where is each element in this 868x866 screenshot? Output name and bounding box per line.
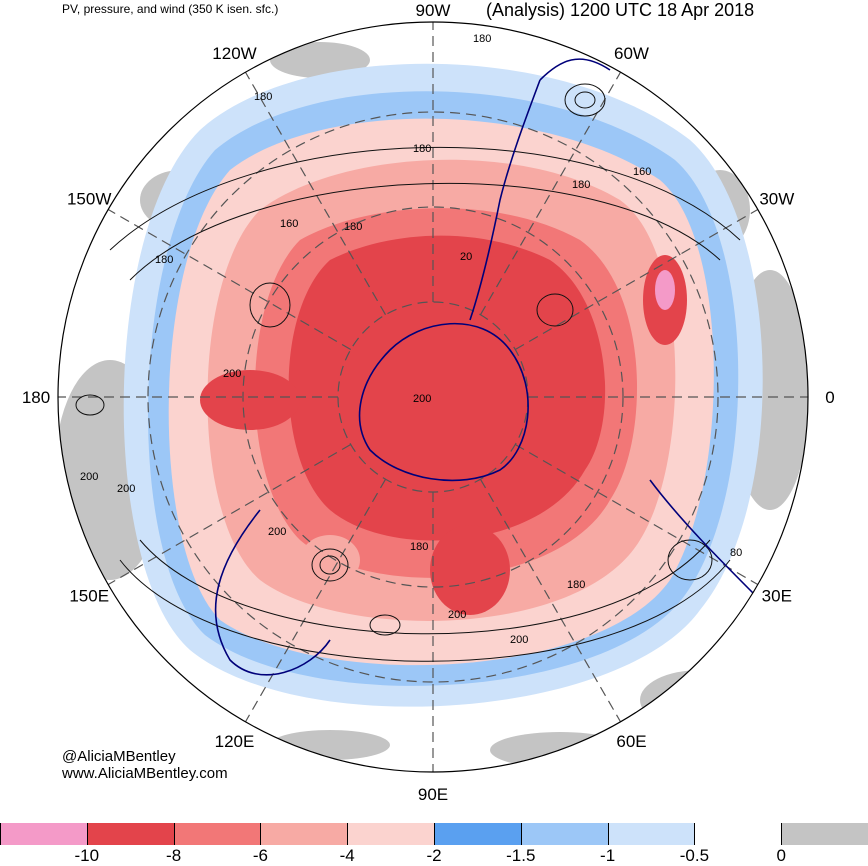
strong-red-core	[288, 235, 606, 541]
contour-label: 180	[155, 254, 173, 266]
contour-label: 180	[572, 179, 590, 191]
colorbar-tick-label: 0	[776, 846, 786, 865]
red-lobe-south	[430, 525, 510, 615]
map-border	[57, 21, 809, 773]
colorbar-tick-label: -6	[252, 846, 268, 865]
colorbar-tick-label: -10	[74, 846, 100, 865]
author-handle: @AliciaMBentley	[62, 748, 176, 765]
contour-label: 200	[413, 393, 431, 405]
contour-label: 20	[460, 251, 472, 263]
red-lobe-west	[200, 370, 300, 430]
colorbar-segment	[0, 823, 87, 845]
longitude-label: 60W	[614, 44, 649, 63]
contour-labels: 180 160 180 180 160 180 20 180 200 200 2…	[80, 33, 742, 646]
colorbar-tick-label: -0.5	[679, 846, 710, 865]
contour-label: 180	[254, 91, 272, 103]
longitude-label: 180	[22, 388, 50, 407]
colorbar-segment	[347, 823, 434, 845]
colorbar-segment	[520, 823, 608, 845]
colorbar-tick-label: -2	[426, 846, 442, 865]
longitude-label: 150W	[67, 190, 111, 209]
contour-label: 160	[633, 166, 651, 178]
colorbar-tick-label: -8	[166, 846, 182, 865]
light-red-lobe	[300, 535, 360, 585]
colorbar-segment	[434, 823, 521, 845]
contour-label: 180	[410, 541, 428, 553]
meridian-line	[107, 208, 352, 351]
colorbar-tick-label: -1	[600, 846, 616, 865]
contour-label: 200	[223, 368, 241, 380]
colorbar-segment	[260, 823, 348, 845]
contour-label: 200	[510, 634, 528, 646]
longitude-label: 30W	[759, 190, 794, 209]
meridian-line	[514, 208, 759, 351]
contour-label: 200	[80, 471, 98, 483]
longitude-label: 120W	[212, 44, 256, 63]
colorbar-tick-label: -1.5	[506, 846, 536, 865]
meridian-line	[107, 443, 352, 586]
colorbar-segment	[781, 823, 868, 845]
colorbar-tick-label: -4	[339, 846, 355, 865]
contour-label: 160	[280, 218, 298, 230]
colorbar-segment	[607, 823, 695, 845]
colorbar-segment	[173, 823, 261, 845]
contour-label: 200	[268, 526, 286, 538]
contour-label: 200	[448, 609, 466, 621]
meridian-line	[244, 478, 387, 723]
colorbar	[0, 823, 868, 845]
contour-label: 180	[413, 143, 431, 155]
contour-label: 200	[117, 483, 135, 495]
colorbar-segment	[694, 823, 782, 845]
longitude-label: 90E	[418, 785, 448, 804]
colorbar-segment	[86, 823, 174, 845]
longitude-label: 0	[825, 388, 834, 407]
longitude-labels: 90W 60W 30W 0 30E 60E 90E 120E 150E 180 150W 120W	[22, 1, 835, 804]
longitude-label: 120E	[215, 732, 255, 751]
meridian-line	[514, 443, 759, 586]
meridian-line	[244, 71, 387, 316]
map-title: PV, pressure, and wind (350 K isen. sfc.…	[62, 2, 279, 16]
pv-field	[58, 22, 808, 772]
contour-label: 180	[567, 579, 585, 591]
longitude-label: 90W	[416, 1, 451, 20]
analysis-time: (Analysis) 1200 UTC 18 Apr 2018	[486, 0, 755, 20]
pink-max	[655, 270, 675, 310]
contour-label: 180	[473, 33, 491, 45]
contour-label: 180	[344, 221, 362, 233]
longitude-label: 30E	[762, 587, 792, 606]
height-contours	[75, 83, 741, 662]
author-website: www.AliciaMBentley.com	[62, 765, 228, 782]
meridian-line	[479, 478, 622, 723]
longitude-label: 150E	[69, 587, 109, 606]
contour-label: 80	[730, 547, 742, 559]
longitude-label: 60E	[616, 732, 646, 751]
coastlines	[214, 58, 761, 676]
